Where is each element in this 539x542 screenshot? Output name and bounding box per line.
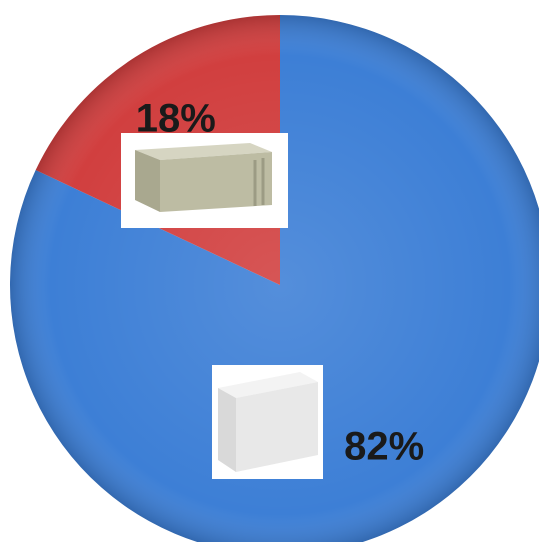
block-image-silicate [212,365,323,479]
page: {"chart_data": {"type": "pie", "values":… [0,0,539,542]
block-image-aerated [121,133,288,228]
data-label: 82% [344,425,424,469]
data-label: 18% [136,96,216,140]
chart: 82% 18% [0,0,539,542]
